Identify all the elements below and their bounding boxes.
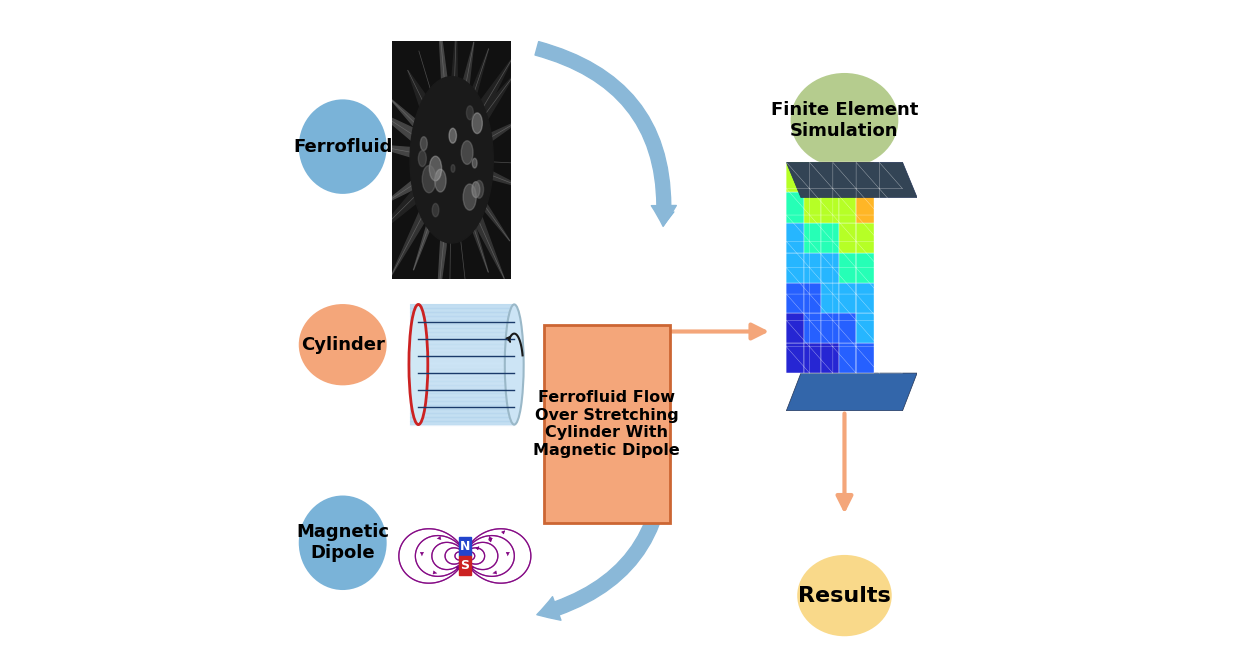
Ellipse shape bbox=[300, 305, 386, 385]
Text: Ferrofluid Flow
Over Stretching
Cylinder With
Magnetic Dipole: Ferrofluid Flow Over Stretching Cylinder… bbox=[533, 391, 681, 457]
FancyArrowPatch shape bbox=[537, 436, 671, 620]
FancyArrowPatch shape bbox=[534, 42, 676, 226]
FancyBboxPatch shape bbox=[544, 325, 670, 523]
Text: Ferrofluid: Ferrofluid bbox=[293, 138, 392, 156]
Text: Cylinder: Cylinder bbox=[301, 335, 384, 353]
Text: Finite Element
Simulation: Finite Element Simulation bbox=[771, 101, 918, 140]
Ellipse shape bbox=[799, 556, 890, 635]
Ellipse shape bbox=[300, 100, 386, 193]
Ellipse shape bbox=[300, 497, 386, 589]
Text: Results: Results bbox=[799, 585, 890, 605]
Ellipse shape bbox=[791, 74, 898, 166]
Text: Magnetic
Dipole: Magnetic Dipole bbox=[296, 523, 389, 562]
